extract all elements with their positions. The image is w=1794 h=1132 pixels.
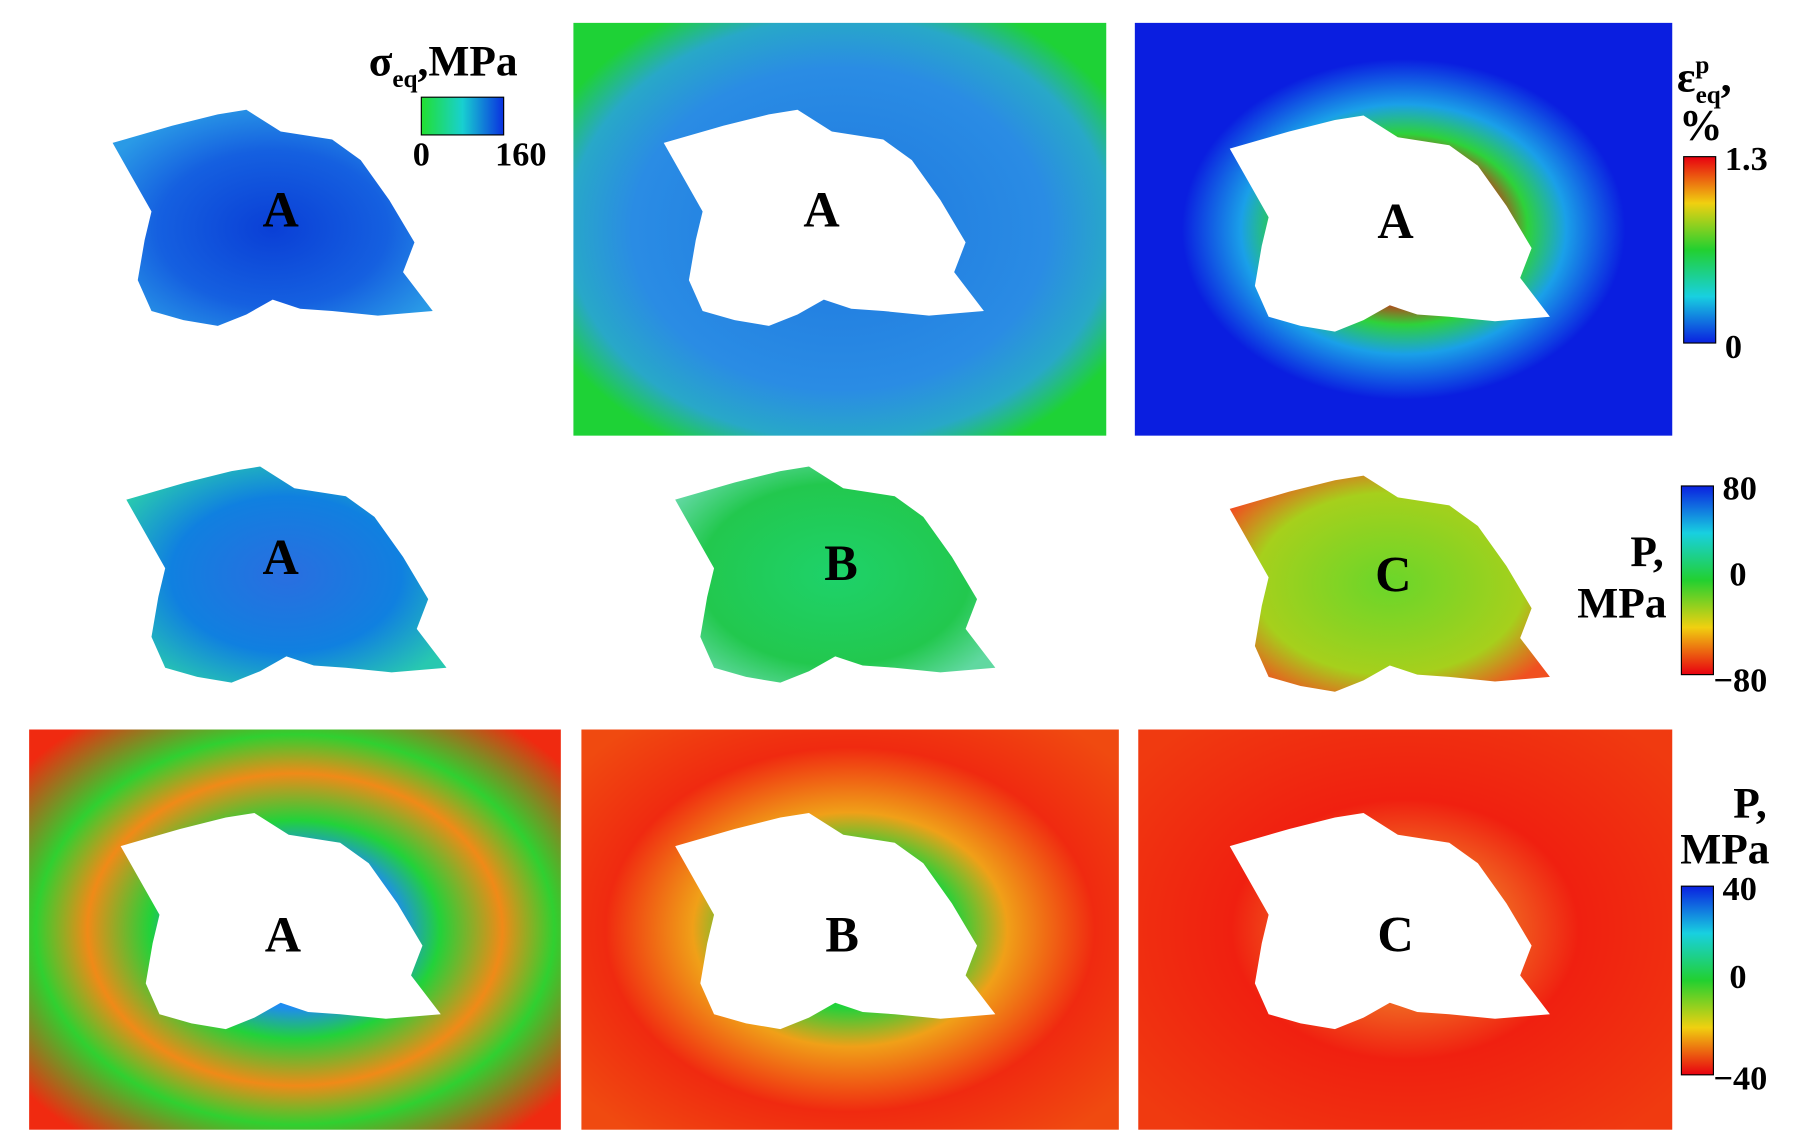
panel-label: A bbox=[265, 906, 301, 962]
colorbar bbox=[1683, 156, 1717, 344]
symbol: ε bbox=[1677, 53, 1696, 101]
colorbar-title: εp eq, bbox=[1677, 52, 1732, 109]
subscript: eq bbox=[392, 66, 417, 93]
colorbar-title: σeq,MPa bbox=[369, 37, 518, 92]
panel-label: B bbox=[824, 535, 858, 591]
colorbar-tick: −80 bbox=[1713, 662, 1767, 700]
unit: ,MPa bbox=[418, 37, 518, 85]
colorbar-title: P, bbox=[1630, 528, 1663, 576]
colorbar-tick: −40 bbox=[1713, 1060, 1767, 1098]
panel-label: A bbox=[263, 182, 299, 238]
colorbar-tick: 40 bbox=[1723, 870, 1757, 908]
colorbar-unit: % bbox=[1679, 101, 1722, 149]
colorbar-tick: 80 bbox=[1723, 470, 1757, 508]
unit: , bbox=[1721, 53, 1732, 101]
panel-label: C bbox=[1377, 906, 1413, 962]
colorbar-tick: 1.3 bbox=[1725, 140, 1768, 178]
colorbar-unit: MPa bbox=[1577, 579, 1667, 627]
colorbar bbox=[1680, 485, 1714, 676]
colorbar-tick: 0 bbox=[1729, 555, 1746, 593]
colorbar-unit: MPa bbox=[1680, 825, 1770, 873]
colorbar-tick: 160 bbox=[495, 136, 546, 174]
superscript: p bbox=[1695, 52, 1709, 79]
panel-label: A bbox=[263, 529, 299, 585]
colorbar-tick: 0 bbox=[1725, 328, 1742, 366]
panel-label: A bbox=[1377, 193, 1413, 249]
symbol: σ bbox=[369, 37, 393, 85]
colorbar-tick: 0 bbox=[1729, 958, 1746, 996]
panel-label: A bbox=[803, 182, 839, 238]
colorbar-tick: 0 bbox=[413, 136, 430, 174]
subscript: eq bbox=[1696, 82, 1721, 109]
panel-label: B bbox=[825, 906, 859, 962]
colorbar-title: P, bbox=[1733, 780, 1766, 828]
colorbar bbox=[1680, 885, 1714, 1076]
panel-label: C bbox=[1375, 546, 1411, 602]
colorbar bbox=[420, 96, 505, 136]
